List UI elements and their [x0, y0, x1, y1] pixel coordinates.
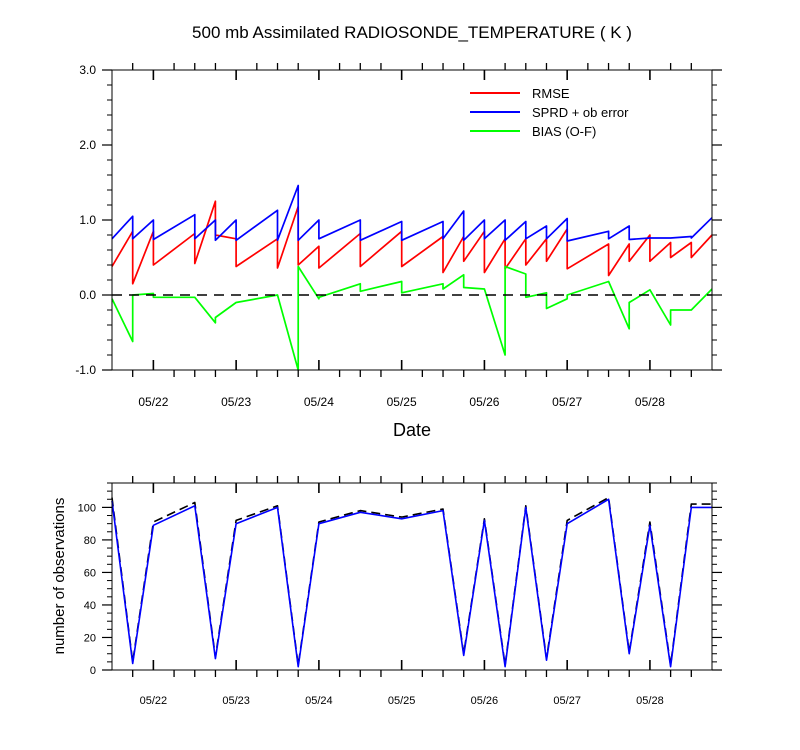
x-tick-label: 05/25: [388, 695, 416, 707]
x-tick-label: 05/27: [553, 695, 581, 707]
legend-label-rmse: RMSE: [532, 86, 570, 101]
y-tick-label: 60: [84, 567, 96, 579]
y-tick-label: 0: [90, 665, 96, 677]
x-axis-label: Date: [393, 420, 431, 440]
x-tick-label: 05/27: [552, 395, 582, 409]
chart-title: 500 mb Assimilated RADIOSONDE_TEMPERATUR…: [192, 23, 632, 42]
legend-label-bias: BIAS (O-F): [532, 124, 596, 139]
x-tick-label: 05/23: [222, 695, 250, 707]
x-tick-label: 05/26: [471, 695, 499, 707]
y-tick-label: 80: [84, 535, 96, 547]
y-tick-label: 100: [78, 502, 96, 514]
x-tick-label: 05/22: [138, 395, 168, 409]
x-tick-label: 05/28: [636, 695, 664, 707]
top-series-group: [111, 184, 713, 371]
y-tick-label: 3.0: [79, 63, 96, 77]
top-chart: 500 mb Assimilated RADIOSONDE_TEMPERATUR…: [75, 23, 722, 440]
y-tick-label: 1.0: [79, 213, 96, 227]
y-axis-label-observations: number of observations: [51, 498, 68, 655]
x-tick-label: 05/28: [635, 395, 665, 409]
bottom-axes: 05/22 05/23 05/24 05/25 05/26 05/27 05/28 0 20 40…: [78, 476, 722, 707]
legend: RMSE SPRD + ob error BIAS (O-F): [470, 86, 629, 139]
x-tick-label: 05/26: [469, 395, 499, 409]
series-line-assimilated: [111, 498, 712, 668]
series-line-possible: [111, 496, 712, 666]
bottom-series-group: [111, 496, 712, 668]
top-axes: 05/22 05/23 05/24 05/25 05/26 05/27 05/28 -1.0 0…: [75, 63, 722, 409]
series-line-sprd-ob-error: [111, 184, 713, 242]
x-tick-label: 05/25: [387, 395, 417, 409]
y-tick-label: 40: [84, 600, 96, 612]
x-tick-label: 05/23: [221, 395, 251, 409]
y-tick-label: 2.0: [79, 138, 96, 152]
y-tick-label: -1.0: [75, 363, 96, 377]
y-tick-label: 20: [84, 632, 96, 644]
plot-frame: [111, 482, 713, 671]
series-line-rmse: [111, 200, 713, 285]
x-tick-label: 05/24: [304, 395, 334, 409]
x-tick-label: 05/24: [305, 695, 333, 707]
x-tick-label: 05/22: [140, 695, 168, 707]
legend-label-sprd: SPRD + ob error: [532, 105, 629, 120]
bottom-chart: 05/22 05/23 05/24 05/25 05/26 05/27 05/28 0 20 40…: [51, 476, 722, 707]
series-line-bias-o-f: [111, 265, 713, 371]
y-tick-label: 0.0: [79, 288, 96, 302]
